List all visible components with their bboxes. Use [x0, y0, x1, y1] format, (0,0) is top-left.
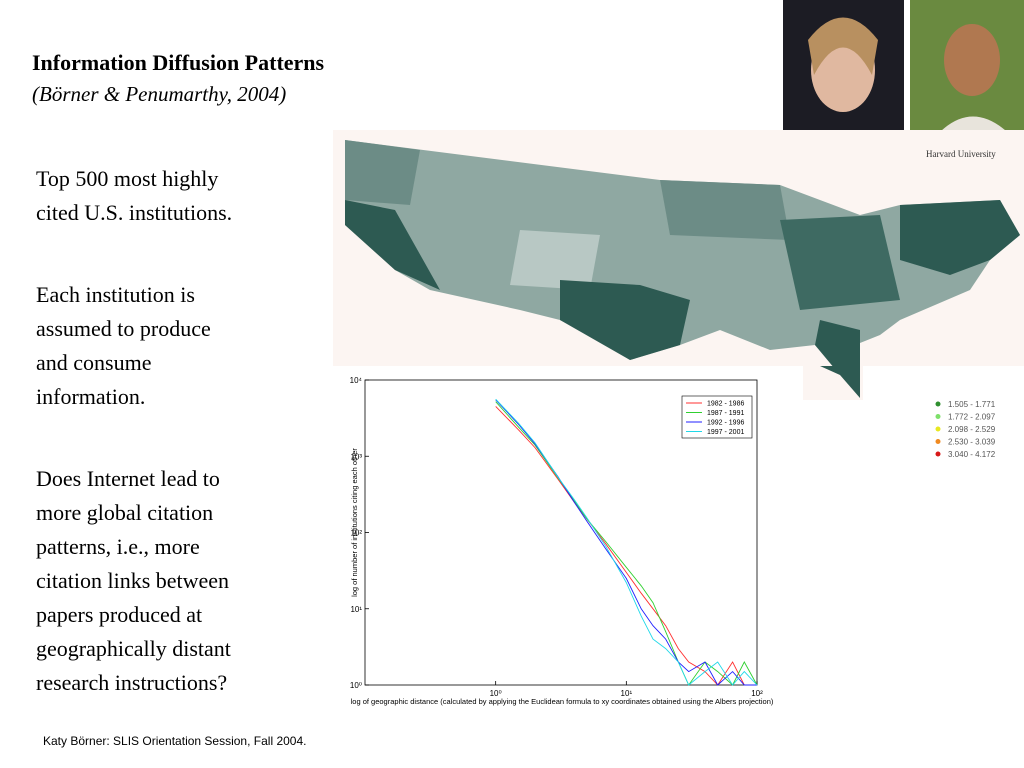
legend-label: 1.505 - 1.771: [948, 400, 996, 409]
legend-label: 2.098 - 2.529: [948, 425, 996, 434]
legend-label: 2.530 - 3.039: [948, 438, 996, 447]
map-label: Harvard University: [926, 149, 996, 159]
body-line: papers produced at: [36, 602, 202, 627]
legend-dot: [935, 414, 941, 419]
photo-face: [944, 24, 1000, 96]
body-line: cited U.S. institutions.: [36, 200, 232, 225]
body-line: Top 500 most highly: [36, 166, 218, 191]
y-tick-label: 10³: [350, 452, 362, 461]
map-state: [345, 200, 440, 290]
series-line: [495, 398, 758, 686]
body-line: geographically distant: [36, 636, 231, 661]
y-tick-label: 10⁴: [350, 376, 363, 385]
legend-label: 1982 - 1986: [707, 401, 744, 408]
body-line: Does Internet lead to: [36, 466, 220, 491]
body-line: information.: [36, 384, 145, 409]
series-line: [495, 406, 757, 686]
title: Information Diffusion Patterns: [32, 50, 325, 75]
legend-label: 1992 - 1996: [707, 420, 744, 427]
legend-dot: [935, 426, 941, 432]
legend-dot: [935, 439, 941, 444]
legend-label: 1.772 - 2.097: [948, 413, 996, 422]
subtitle: (Börner & Penumarthy, 2004): [32, 82, 286, 106]
photo-hair: [808, 17, 878, 75]
body-line: assumed to produce: [36, 316, 211, 341]
body-text: Top 500 most highly cited U.S. institutio…: [36, 166, 232, 695]
legend-label: 1987 - 1991: [707, 410, 744, 417]
x-tick-label: 10¹: [621, 689, 633, 698]
legend-label: 1997 - 2001: [707, 429, 744, 436]
y-tick-label: 10¹: [350, 605, 362, 614]
y-axis-label: log of number of institutions citing eac…: [350, 448, 359, 597]
series-line: [495, 401, 758, 686]
legend-dot: [935, 451, 941, 457]
map-state: [820, 366, 860, 398]
map-state: [560, 280, 690, 360]
map-state: [345, 140, 420, 205]
map-state: [780, 215, 900, 310]
map-state: [660, 180, 790, 240]
map-legend: 1.505 - 1.771 1.772 - 2.097 2.098 - 2.529 2…: [935, 400, 996, 459]
body-line: and consume: [36, 350, 151, 375]
plot: 10⁰ 10¹ 10² 10⁰ 10¹ 10² 10³ 10⁴ log of geographi…: [350, 376, 774, 706]
x-tick-label: 10⁰: [490, 689, 502, 698]
body-line: more global citation: [36, 500, 213, 525]
legend-dot: [935, 401, 941, 407]
x-tick-label: 10²: [751, 689, 763, 698]
y-tick-label: 10²: [350, 529, 362, 538]
body-line: research instructions?: [36, 670, 227, 695]
x-axis-label: log of geographic distance (calculated b…: [351, 697, 774, 706]
footer: Katy Börner: SLIS Orientation Session, F…: [43, 734, 306, 748]
body-line: patterns, i.e., more: [36, 534, 200, 559]
map-state: [510, 230, 600, 290]
body-line: citation links between: [36, 568, 229, 593]
legend-label: 3.040 - 4.172: [948, 450, 996, 459]
y-tick-label: 10⁰: [350, 681, 362, 690]
map-state: [900, 200, 1020, 275]
body-line: Each institution is: [36, 282, 195, 307]
